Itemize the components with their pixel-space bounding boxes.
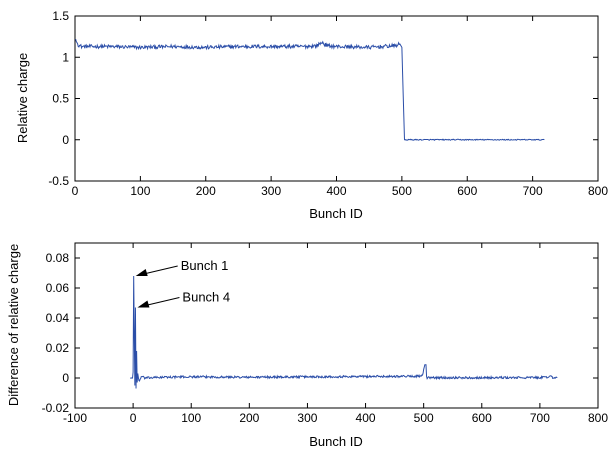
- bottom-y-tick-label: 0.06: [46, 281, 70, 295]
- annotation-arrow-line: [145, 297, 180, 306]
- top-x-axis-label: Bunch ID: [309, 206, 362, 221]
- top-x-tick-label: 400: [326, 184, 346, 198]
- bottom-x-tick-label: 800: [588, 411, 608, 425]
- bottom-chart-panel: Bunch ID Difference of relative charge -…: [6, 242, 608, 449]
- top-x-tick-label: 700: [523, 184, 543, 198]
- bottom-x-tick-label: 400: [356, 411, 376, 425]
- top-x-tick-label: 200: [196, 184, 216, 198]
- bottom-y-tick-label: -0.02: [42, 401, 70, 415]
- bottom-x-tick-label: 600: [472, 411, 492, 425]
- top-x-tick-label: 500: [392, 184, 412, 198]
- top-series-line: [75, 38, 545, 142]
- annotation-arrow-head: [137, 300, 150, 308]
- annotation-arrow-head: [135, 269, 148, 276]
- top-x-tick-label: 800: [588, 184, 608, 198]
- bottom-y-tick-label: 0.08: [46, 251, 70, 265]
- top-y-tick-label: -0.5: [48, 174, 69, 188]
- top-y-tick-label: 1: [62, 50, 69, 64]
- bottom-x-tick-label: -100: [63, 411, 87, 425]
- bottom-x-tick-label: 700: [530, 411, 550, 425]
- top-y-axis-label: Relative charge: [15, 53, 30, 143]
- annotation-label: Bunch 1: [181, 258, 229, 273]
- top-y-tick-label: 0: [62, 133, 69, 147]
- bottom-y-tick-label: 0: [62, 371, 69, 385]
- bottom-y-axis-label: Difference of relative charge: [6, 244, 21, 406]
- top-chart-panel: Bunch ID Relative charge 0 100 200 300 400 50…: [15, 9, 608, 221]
- bottom-x-tick-label: 100: [181, 411, 201, 425]
- bottom-x-tick-label: 500: [414, 411, 434, 425]
- bottom-y-tick-label: 0.02: [46, 341, 70, 355]
- bottom-x-tick-label: 200: [239, 411, 259, 425]
- annotation-arrow-line: [143, 265, 178, 275]
- top-x-tick-label: 600: [457, 184, 477, 198]
- top-plot-area: [74, 15, 599, 182]
- top-x-tick-label: 100: [130, 184, 150, 198]
- top-x-tick-label: 0: [72, 184, 79, 198]
- bottom-x-tick-label: 300: [297, 411, 317, 425]
- top-y-tick-label: 1.5: [52, 9, 69, 23]
- top-x-tick-label: 300: [261, 184, 281, 198]
- bottom-series-line: [129, 275, 558, 389]
- top-y-tick-label: 0.5: [52, 92, 69, 106]
- bottom-plot-area: [74, 242, 599, 409]
- bottom-y-tick-label: 0.04: [46, 311, 70, 325]
- annotation-label: Bunch 4: [182, 290, 230, 305]
- bottom-x-axis-label: Bunch ID: [309, 434, 362, 449]
- bottom-x-tick-label: 0: [130, 411, 137, 425]
